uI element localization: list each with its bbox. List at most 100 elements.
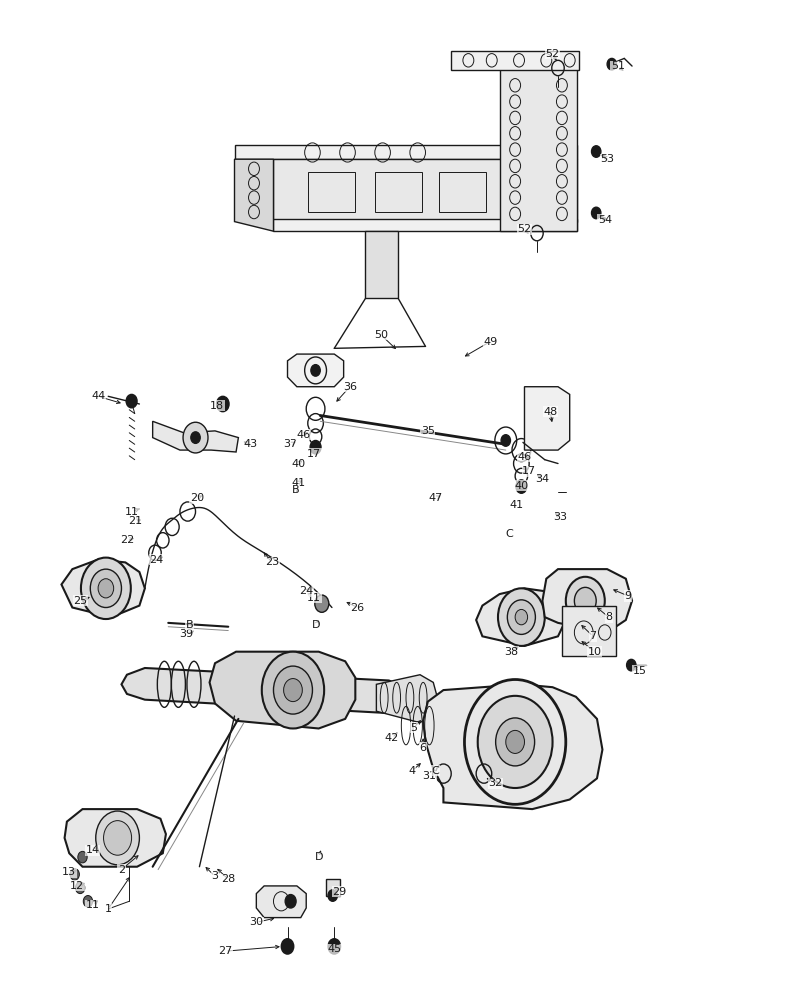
Circle shape — [283, 679, 302, 702]
Bar — [307, 172, 354, 212]
Polygon shape — [524, 387, 569, 450]
Text: 29: 29 — [333, 887, 346, 897]
Text: 20: 20 — [190, 493, 204, 503]
Text: 17: 17 — [307, 449, 320, 459]
Text: 11: 11 — [307, 593, 320, 603]
Text: 47: 47 — [428, 493, 442, 503]
Text: 8: 8 — [604, 612, 611, 622]
Circle shape — [70, 869, 79, 880]
Text: 46: 46 — [296, 430, 310, 440]
Polygon shape — [475, 588, 565, 646]
Bar — [375, 172, 421, 212]
Text: 52: 52 — [545, 49, 559, 59]
Polygon shape — [152, 421, 238, 452]
Circle shape — [573, 587, 595, 614]
Text: 27: 27 — [218, 946, 232, 956]
Text: 43: 43 — [242, 439, 257, 449]
Text: D: D — [314, 852, 323, 862]
Text: B: B — [291, 485, 298, 495]
Text: 15: 15 — [632, 666, 646, 676]
Circle shape — [500, 435, 510, 446]
Text: C: C — [431, 766, 439, 776]
Polygon shape — [209, 652, 355, 728]
Circle shape — [126, 394, 137, 408]
Circle shape — [81, 558, 131, 619]
Circle shape — [217, 396, 229, 412]
Text: 30: 30 — [249, 917, 263, 927]
Text: 37: 37 — [283, 439, 298, 449]
Circle shape — [281, 939, 294, 954]
Circle shape — [311, 365, 320, 376]
Text: 53: 53 — [599, 154, 613, 164]
Polygon shape — [62, 560, 144, 617]
Text: 41: 41 — [509, 500, 523, 510]
Text: 38: 38 — [504, 647, 517, 657]
Circle shape — [261, 652, 324, 728]
Text: 48: 48 — [543, 407, 556, 417]
Text: 3: 3 — [211, 871, 218, 881]
Text: B: B — [185, 620, 193, 630]
Text: D: D — [311, 620, 320, 630]
Circle shape — [315, 595, 328, 612]
Text: 34: 34 — [534, 474, 549, 484]
Circle shape — [285, 895, 296, 908]
Polygon shape — [542, 569, 631, 632]
Text: C: C — [504, 529, 512, 539]
Circle shape — [590, 146, 600, 157]
Circle shape — [98, 579, 114, 598]
Circle shape — [273, 666, 312, 714]
Text: 35: 35 — [420, 426, 435, 436]
Circle shape — [328, 939, 340, 954]
Text: 41: 41 — [291, 478, 305, 488]
Text: 21: 21 — [127, 516, 142, 526]
Circle shape — [104, 821, 131, 855]
Circle shape — [191, 432, 200, 443]
Circle shape — [505, 730, 524, 753]
Text: 50: 50 — [374, 330, 388, 340]
Text: 40: 40 — [513, 481, 528, 491]
Text: 42: 42 — [384, 733, 398, 743]
Circle shape — [90, 569, 122, 608]
Text: 51: 51 — [610, 61, 624, 71]
Text: 13: 13 — [62, 867, 76, 877]
Text: 44: 44 — [91, 391, 105, 401]
Text: 40: 40 — [291, 459, 305, 469]
Circle shape — [507, 600, 534, 634]
Circle shape — [464, 680, 565, 804]
Text: 11: 11 — [85, 900, 100, 910]
Polygon shape — [234, 159, 273, 231]
Polygon shape — [499, 68, 577, 231]
Text: 24: 24 — [149, 555, 164, 565]
Text: 18: 18 — [210, 401, 224, 411]
Polygon shape — [287, 354, 343, 387]
Text: 11: 11 — [124, 507, 139, 517]
Polygon shape — [423, 684, 602, 809]
Text: 4: 4 — [408, 766, 415, 776]
Polygon shape — [365, 231, 397, 298]
Circle shape — [626, 659, 635, 671]
Text: 26: 26 — [350, 603, 364, 613]
Bar — [561, 606, 616, 656]
Text: 22: 22 — [120, 535, 134, 545]
Circle shape — [590, 207, 600, 219]
Circle shape — [514, 609, 527, 625]
Text: 31: 31 — [422, 771, 436, 781]
Text: 14: 14 — [85, 845, 100, 855]
Polygon shape — [256, 886, 306, 918]
Circle shape — [495, 718, 534, 766]
Polygon shape — [376, 675, 436, 723]
Circle shape — [565, 577, 604, 625]
Polygon shape — [234, 145, 577, 159]
Circle shape — [96, 811, 139, 865]
Text: 5: 5 — [410, 723, 417, 733]
Circle shape — [75, 882, 84, 894]
Text: 9: 9 — [624, 591, 631, 601]
Text: 7: 7 — [589, 631, 596, 641]
Polygon shape — [326, 879, 339, 896]
Polygon shape — [273, 219, 577, 231]
Polygon shape — [451, 51, 578, 70]
Circle shape — [78, 851, 87, 863]
Circle shape — [310, 440, 320, 454]
Text: 36: 36 — [342, 382, 357, 392]
Circle shape — [607, 58, 616, 70]
